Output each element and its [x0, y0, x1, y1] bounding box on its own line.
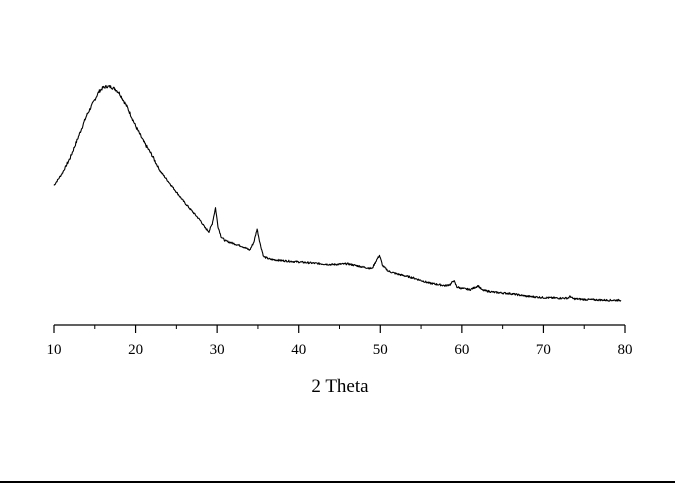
x-tick-label: 50: [373, 342, 388, 358]
x-axis-title: 2 Theta: [311, 376, 369, 397]
x-tick-label: 60: [454, 342, 469, 358]
x-tick-label: 40: [291, 342, 306, 358]
bottom-rule: [0, 481, 675, 483]
series-line: [53, 84, 622, 302]
x-axis: 10 20 30 40 50 60 70 80 2 Theta: [47, 324, 633, 397]
plot-area: [53, 84, 622, 302]
x-tick-label: 30: [210, 342, 225, 358]
x-tick-label: 20: [128, 342, 143, 358]
x-ticks: 10 20 30 40 50 60 70 80: [47, 325, 633, 358]
x-tick-label: 10: [47, 342, 62, 358]
x-tick-label: 70: [536, 342, 551, 358]
x-tick-label: 80: [618, 342, 633, 358]
